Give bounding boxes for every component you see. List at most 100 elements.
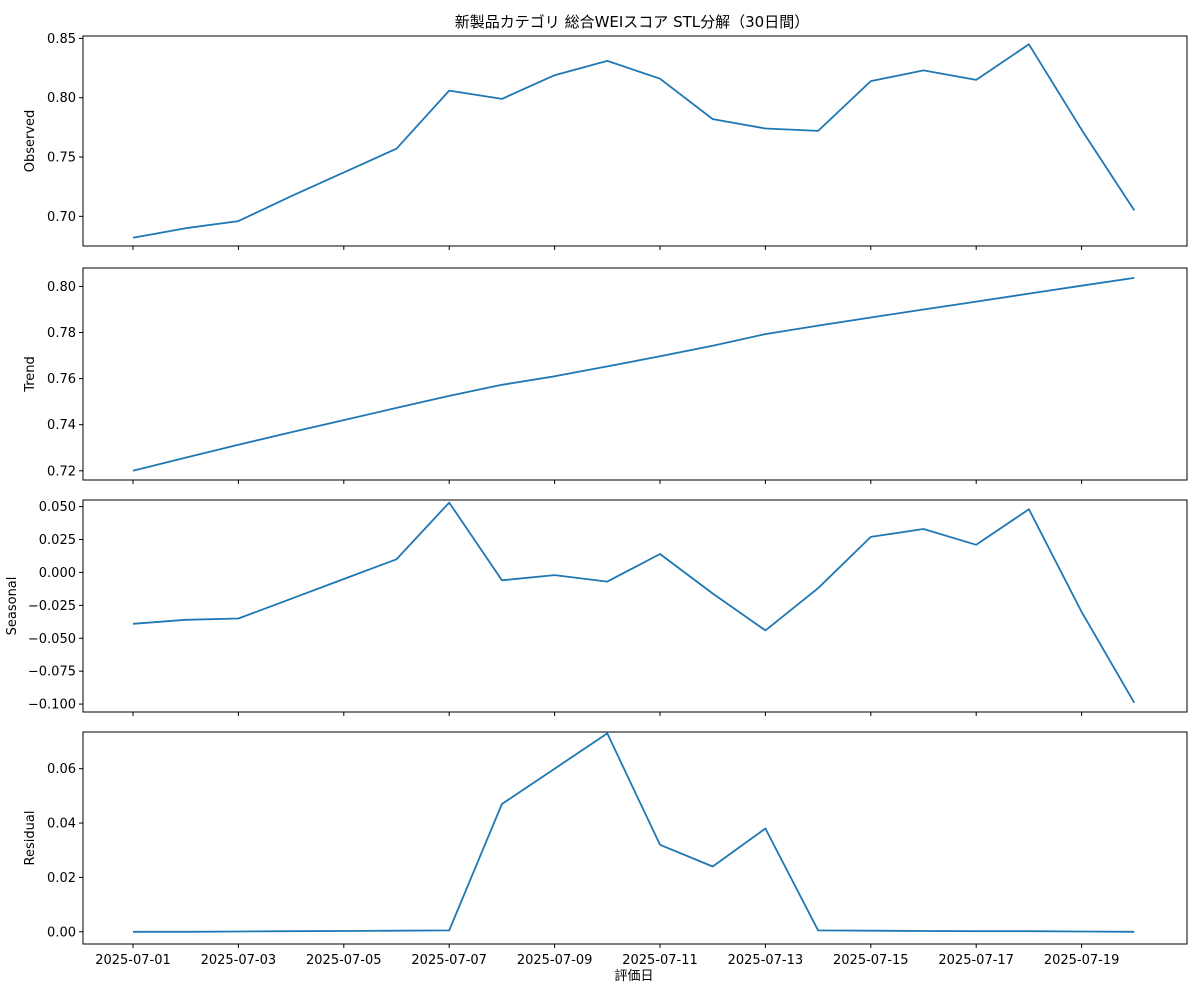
- subplot-panels: 0.70 0.75 0.80 0.85 Observed 0.72 0.74 0.76 0.78…: [5, 32, 1188, 968]
- x-tick-label: 2025-07-11: [622, 953, 698, 968]
- data-point: [448, 502, 450, 504]
- series-line-seasonal: [132, 501, 1136, 704]
- data-point: [870, 80, 872, 82]
- y-axis-label: Trend: [23, 356, 38, 393]
- data-point: [1133, 702, 1135, 704]
- data-point: [923, 528, 925, 530]
- x-tick-label: 2025-07-03: [201, 953, 277, 968]
- data-point: [1081, 931, 1083, 933]
- y-tick-label: 0.02: [47, 871, 76, 886]
- plot-frame: [82, 267, 1188, 481]
- data-point: [343, 419, 345, 421]
- data-point: [764, 629, 766, 631]
- y-tick-label: 0.00: [47, 925, 76, 940]
- data-point: [923, 309, 925, 311]
- data-point: [554, 574, 556, 576]
- data-point: [501, 803, 503, 805]
- subplot-seasonal: −0.100 −0.075 −0.050 −0.025 0.000 0.025 0.050 S…: [5, 499, 1188, 716]
- data-point: [185, 619, 187, 621]
- data-point: [764, 128, 766, 130]
- y-tick-label: 0.85: [47, 32, 76, 47]
- y-tick-label: −0.075: [28, 665, 76, 680]
- data-point: [659, 355, 661, 357]
- y-tick-label: −0.025: [28, 599, 76, 614]
- data-point: [396, 148, 398, 150]
- data-point: [870, 930, 872, 932]
- y-tick-label: 0.80: [47, 91, 76, 106]
- x-tick-label: 2025-07-17: [938, 953, 1014, 968]
- data-point: [396, 407, 398, 409]
- data-point: [659, 78, 661, 80]
- plot-frame: [82, 731, 1188, 945]
- data-point: [1081, 285, 1083, 287]
- data-point: [554, 375, 556, 377]
- data-point: [659, 844, 661, 846]
- data-point: [712, 118, 714, 120]
- data-point: [923, 930, 925, 932]
- data-point: [290, 431, 292, 433]
- data-point: [764, 333, 766, 335]
- subplot-trend: 0.72 0.74 0.76 0.78 0.80 Trend: [23, 267, 1188, 484]
- y-tick-label: 0.025: [39, 533, 76, 548]
- data-point: [712, 345, 714, 347]
- data-point: [1028, 508, 1030, 510]
- x-tick-label: 2025-07-09: [517, 953, 593, 968]
- data-point: [132, 931, 134, 933]
- plot-frame: [82, 35, 1188, 247]
- data-point: [132, 237, 134, 239]
- data-point: [343, 171, 345, 173]
- data-point: [185, 227, 187, 229]
- y-tick-label: 0.76: [47, 372, 76, 387]
- data-point: [396, 930, 398, 932]
- data-point: [1133, 209, 1135, 211]
- data-point: [1133, 931, 1135, 933]
- series-line-observed: [132, 43, 1136, 239]
- data-point: [396, 558, 398, 560]
- plot-frame: [82, 499, 1188, 713]
- data-point: [1081, 611, 1083, 613]
- data-point: [554, 74, 556, 76]
- data-point: [448, 395, 450, 397]
- x-tick-label: 2025-07-05: [306, 953, 382, 968]
- y-axis-label: Observed: [23, 110, 38, 173]
- data-point: [817, 929, 819, 931]
- x-tick-label: 2025-07-19: [1044, 953, 1120, 968]
- data-point: [606, 60, 608, 62]
- data-point: [975, 301, 977, 303]
- x-tick-label: 2025-07-15: [833, 953, 909, 968]
- x-tick-label: 2025-07-13: [728, 953, 804, 968]
- data-point: [185, 931, 187, 933]
- y-tick-label: −0.050: [28, 632, 76, 647]
- y-tick-label: 0.70: [47, 210, 76, 225]
- data-point: [343, 578, 345, 580]
- data-point: [290, 598, 292, 600]
- data-point: [817, 325, 819, 327]
- data-point: [132, 470, 134, 472]
- y-tick-label: 0.80: [47, 280, 76, 295]
- series-line-residual: [133, 732, 1135, 933]
- y-axis-label: Residual: [23, 811, 38, 866]
- data-point: [764, 828, 766, 830]
- series-line-trend: [132, 277, 1135, 472]
- chart-title: 新製品カテゴリ 総合WEIスコア STL分解（30日間）: [455, 13, 809, 31]
- y-tick-label: −0.100: [28, 698, 76, 713]
- data-point: [501, 384, 503, 386]
- data-point: [712, 866, 714, 868]
- data-point: [975, 544, 977, 546]
- y-tick-label: 0.75: [47, 151, 76, 166]
- y-tick-label: 0.000: [39, 566, 76, 581]
- data-point: [1028, 930, 1030, 932]
- data-point: [237, 618, 239, 620]
- y-tick-label: 0.04: [47, 817, 76, 832]
- y-tick-label: 0.74: [47, 418, 76, 433]
- data-point: [606, 581, 608, 583]
- data-point: [975, 79, 977, 81]
- data-point: [817, 130, 819, 132]
- data-point: [237, 931, 239, 933]
- data-point: [606, 365, 608, 367]
- data-point: [712, 593, 714, 595]
- x-tick-label: 2025-07-01: [95, 953, 171, 968]
- data-point: [923, 69, 925, 71]
- y-tick-label: 0.050: [39, 500, 76, 515]
